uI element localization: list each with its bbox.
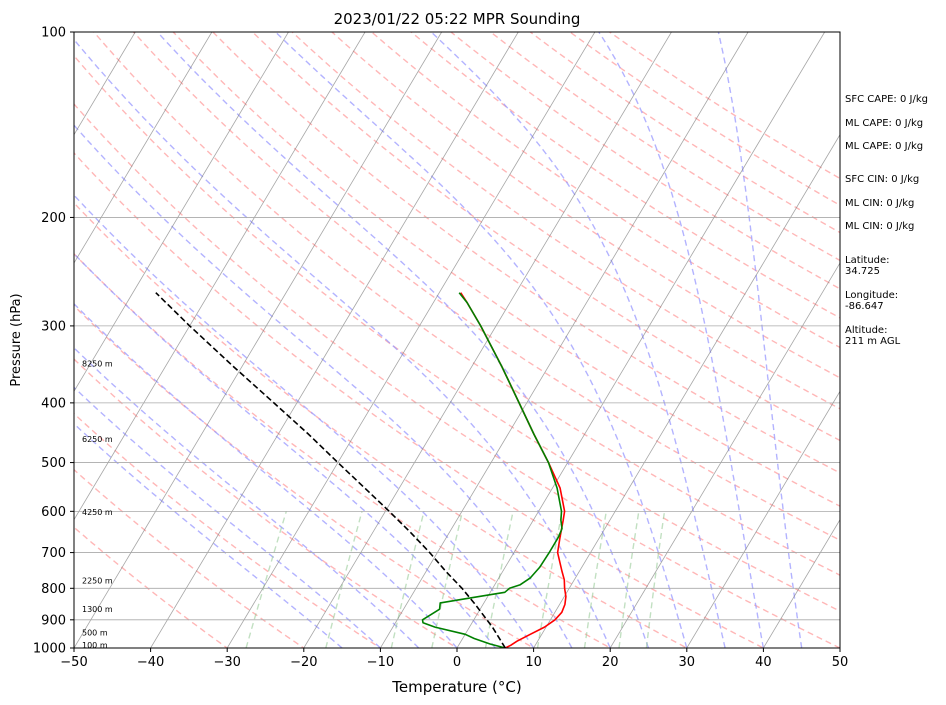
height-label: 1300 m (82, 605, 113, 614)
dry-adiabat (92, 32, 840, 576)
x-tick-label: −40 (137, 655, 164, 670)
isotherm (226, 32, 596, 648)
dry-adiabat (74, 252, 612, 648)
mixing-ratio-line (536, 511, 563, 648)
y-tick-label: 1000 (33, 642, 66, 657)
dry-adiabat (74, 102, 840, 648)
moist-adiabat (74, 302, 458, 648)
y-tick-label: 200 (41, 211, 66, 226)
isotherm (456, 32, 826, 648)
sounding-index: Altitude: 211 m AGL (845, 325, 901, 347)
isotherm (686, 390, 840, 648)
sounding-index: Latitude: 34.725 (845, 255, 890, 277)
mixing-ratio-line (645, 511, 666, 648)
height-label: 2250 m (82, 576, 113, 585)
x-tick-label: −20 (290, 655, 317, 670)
moist-adiabat (74, 124, 573, 648)
x-tick-label: 10 (525, 655, 542, 670)
x-tick-label: −50 (60, 655, 87, 670)
y-tick-label: 900 (41, 613, 66, 628)
moist-adiabat (74, 252, 496, 648)
dry-adiabat (74, 468, 306, 648)
chart-title: 2023/01/22 05:22 MPR Sounding (334, 10, 581, 28)
mixing-ratio-line (390, 511, 425, 648)
isotherm (380, 32, 749, 648)
dry-adiabat (370, 32, 840, 349)
moist-adiabat (74, 386, 381, 648)
isotherm (74, 32, 213, 264)
dry-adiabat (74, 526, 229, 648)
sounding-index: ML CAPE: 0 J/kg (845, 141, 924, 152)
dry-adiabat (172, 32, 840, 507)
profile-line (155, 292, 506, 648)
sounding-index: Longitude: -86.647 (845, 290, 899, 312)
sounding-index: ML CIN: 0 J/kg (845, 221, 915, 232)
dry-adiabat (251, 32, 840, 442)
y-tick-label: 100 (41, 26, 66, 41)
moist-adiabat (74, 194, 535, 648)
y-tick-label: 300 (41, 319, 66, 334)
sounding-index: ML CIN: 0 J/kg (845, 198, 915, 209)
moist-adiabat (275, 32, 688, 648)
dry-adiabat (74, 304, 536, 648)
x-tick-label: −10 (367, 655, 394, 670)
y-tick-label: 800 (41, 582, 66, 597)
moist-adiabat (717, 32, 803, 648)
x-tick-label: 50 (832, 655, 849, 670)
sounding-profiles (155, 292, 567, 648)
height-label: 6250 m (82, 435, 113, 444)
dry-adiabat (449, 32, 840, 290)
isotherm (74, 32, 366, 521)
x-axis: −50 −40 −30 −20 −10 0 10 20 30 40 50 (60, 648, 848, 670)
dry-adiabat (74, 201, 689, 648)
y-axis: 100 200 300 400 500 600 700 800 900 1000 (33, 26, 74, 657)
height-labels: 100 m 500 m 1300 m 2250 m 4250 m 6250 m 8250 m (82, 359, 113, 649)
isotherm (74, 32, 289, 393)
isotherm (74, 32, 443, 648)
profile-line (421, 292, 563, 648)
x-axis-label: Temperature (°C) (391, 678, 521, 696)
height-label: 8250 m (82, 359, 113, 368)
background-lines (74, 32, 840, 648)
sounding-index: SFC CIN: 0 J/kg (845, 174, 920, 185)
plot-frame (73, 31, 841, 649)
y-tick-label: 600 (41, 505, 66, 520)
mixing-ratio-line (484, 511, 514, 648)
dry-adiabat (74, 358, 459, 648)
moist-adiabat (598, 32, 765, 648)
sounding-index: SFC CAPE: 0 J/kg (845, 94, 928, 105)
height-label: 500 m (82, 629, 108, 638)
y-tick-label: 400 (41, 396, 66, 411)
y-axis-label: Pressure (hPa) (9, 293, 24, 386)
moist-adiabat (156, 32, 650, 648)
isotherm (150, 32, 519, 648)
x-tick-label: 40 (755, 655, 772, 670)
dry-adiabat (74, 151, 765, 648)
x-tick-label: −30 (213, 655, 240, 670)
dry-adiabat (74, 54, 840, 612)
dry-adiabat (330, 32, 840, 379)
y-tick-label: 500 (41, 456, 66, 471)
sounding-index: ML CAPE: 0 J/kg (845, 118, 924, 129)
height-label: 100 m (82, 641, 108, 650)
height-label: 4250 m (82, 508, 113, 517)
isotherm (763, 518, 840, 648)
isotherm (533, 133, 840, 648)
moist-adiabat (74, 38, 611, 648)
x-tick-label: 0 (453, 655, 461, 670)
isotherm (609, 262, 840, 648)
moist-adiabat (74, 422, 343, 648)
x-tick-label: 20 (602, 655, 619, 670)
profile-line (460, 292, 567, 648)
dry-adiabat (211, 32, 840, 474)
x-tick-label: 30 (679, 655, 696, 670)
y-tick-label: 700 (41, 546, 66, 561)
moist-adiabat (430, 32, 726, 648)
dry-adiabat (132, 32, 840, 542)
moist-adiabat (74, 346, 420, 648)
